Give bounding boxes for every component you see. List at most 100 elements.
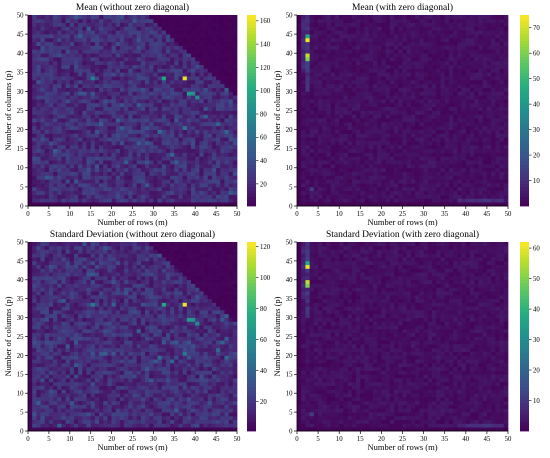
heatmap-cell <box>448 79 454 85</box>
heatmap-cell <box>90 91 96 96</box>
heatmap-cell <box>61 95 66 100</box>
heatmap-cell <box>360 156 365 161</box>
heatmap-cell <box>99 179 104 184</box>
heatmap-cell <box>436 171 441 176</box>
heatmap-cell <box>398 194 403 199</box>
heatmap-cell <box>119 106 125 111</box>
heatmap-cell <box>448 183 454 188</box>
heatmap-cell <box>322 167 327 172</box>
heatmap-cell <box>186 110 192 115</box>
heatmap-cell <box>99 41 104 46</box>
heatmap-cell <box>478 49 484 54</box>
heatmap-cell <box>457 152 462 157</box>
heatmap-cell <box>474 99 479 104</box>
heatmap-cell <box>385 45 391 50</box>
heatmap-cell <box>351 18 357 23</box>
heatmap-cell <box>195 68 200 73</box>
heatmap-cell <box>57 99 62 104</box>
heatmap-cell <box>57 175 62 180</box>
heatmap-cell <box>145 125 150 130</box>
heatmap-cell <box>191 106 196 111</box>
heatmap-cell <box>153 129 158 134</box>
heatmap-cell <box>339 163 344 169</box>
heatmap-cell <box>343 202 348 207</box>
heatmap-cell <box>157 79 163 85</box>
heatmap-cell <box>491 45 496 50</box>
heatmap-cell <box>161 87 167 92</box>
heatmap-cell <box>86 175 92 180</box>
heatmap-cell <box>486 129 492 134</box>
heatmap-cell <box>44 37 50 43</box>
heatmap-cell <box>191 57 196 62</box>
heatmap-cell <box>301 106 306 111</box>
heatmap-cell <box>28 102 33 108</box>
heatmap-cell <box>170 53 175 58</box>
heatmap-cell <box>111 53 117 58</box>
heatmap-cell <box>61 87 66 92</box>
heatmap-cell <box>61 118 66 123</box>
heatmap-cell <box>301 110 306 115</box>
heatmap-cell <box>44 53 50 58</box>
heatmap-cell <box>94 26 100 31</box>
heatmap-cell <box>107 152 112 157</box>
heatmap-cell <box>305 34 311 39</box>
heatmap-cell <box>124 133 129 138</box>
heatmap-cell <box>232 194 238 199</box>
heatmap-cell <box>82 171 87 176</box>
heatmap-cell <box>220 45 225 50</box>
heatmap-cell <box>389 30 395 35</box>
heatmap-cell <box>128 53 133 58</box>
heatmap-cell <box>216 41 221 46</box>
heatmap-cell <box>57 156 62 161</box>
heatmap-cell <box>182 118 188 123</box>
heatmap-cell <box>36 141 41 146</box>
heatmap-cell <box>132 183 138 188</box>
heatmap-cell <box>170 91 175 96</box>
heatmap-cell <box>351 22 357 27</box>
heatmap-cell <box>297 49 302 54</box>
heatmap-cell <box>224 22 229 27</box>
heatmap-cell <box>410 129 416 134</box>
heatmap-cell <box>161 137 167 142</box>
heatmap-cell <box>203 137 209 142</box>
heatmap-cell <box>406 83 412 88</box>
heatmap-cell <box>111 175 117 180</box>
heatmap-cell <box>394 133 399 138</box>
heatmap-cell <box>402 198 408 203</box>
heatmap-cell <box>57 60 62 66</box>
heatmap-cell <box>491 57 496 62</box>
heatmap-cell <box>364 45 370 50</box>
heatmap-cell <box>132 114 138 119</box>
heatmap-cell <box>322 183 327 188</box>
heatmap-cell <box>53 15 58 20</box>
heatmap-cell <box>326 106 332 111</box>
heatmap-cell <box>309 34 315 39</box>
heatmap-cell <box>474 64 479 69</box>
heatmap-cell <box>99 64 104 69</box>
heatmap-cell <box>305 118 311 123</box>
heatmap-cell <box>195 83 200 88</box>
heatmap-cell <box>61 79 66 85</box>
heatmap-cell <box>415 179 420 184</box>
heatmap-cell <box>40 190 46 195</box>
heatmap-cell <box>309 26 315 31</box>
heatmap-cell <box>410 114 416 119</box>
heatmap-cell <box>461 167 467 172</box>
heatmap-cell <box>410 18 416 23</box>
heatmap-cell <box>427 18 433 23</box>
heatmap-cell <box>470 26 475 31</box>
heatmap-cell <box>124 190 129 195</box>
heatmap-cell <box>415 64 420 69</box>
heatmap-cell <box>478 30 484 35</box>
heatmap-cell <box>360 72 365 77</box>
heatmap-cell <box>436 106 441 111</box>
heatmap-cell <box>356 156 361 161</box>
heatmap-cell <box>297 194 302 199</box>
heatmap-cell <box>389 121 395 127</box>
heatmap-cell <box>448 160 454 165</box>
heatmap-cell <box>191 30 196 35</box>
heatmap-cell <box>132 194 138 199</box>
heatmap-cell <box>224 129 229 134</box>
heatmap-cell <box>381 144 386 150</box>
heatmap-cell <box>186 102 192 108</box>
